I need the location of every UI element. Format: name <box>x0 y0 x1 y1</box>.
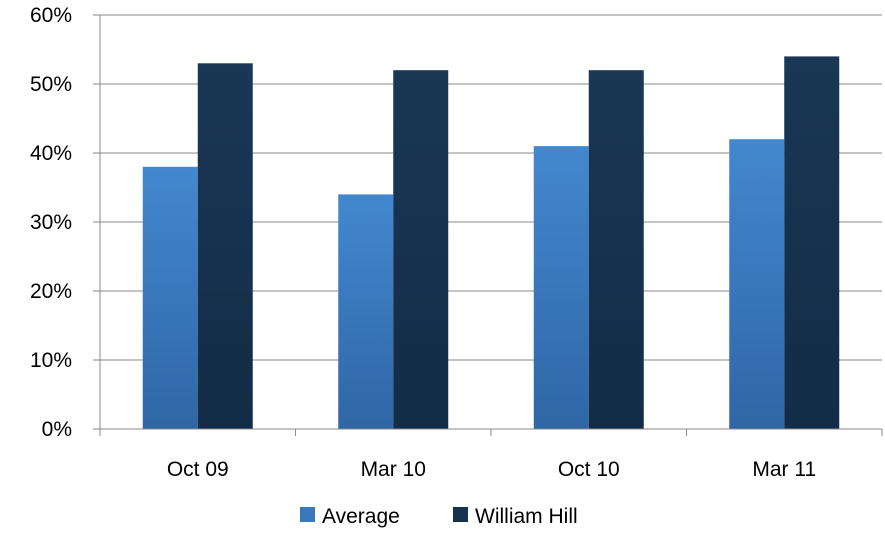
legend-label-william-hill: William Hill <box>475 505 578 528</box>
legend-swatch-william-hill <box>453 507 468 522</box>
legend-swatch-average <box>300 507 315 522</box>
x-tick-label: Mar 10 <box>361 458 426 481</box>
y-tick-label: 40% <box>30 142 72 165</box>
y-tick-label: 50% <box>30 73 72 96</box>
bar-average-oct-10 <box>533 146 589 429</box>
bar-average-mar-10 <box>338 194 394 429</box>
bar-william-hill-mar-11 <box>784 56 840 430</box>
bar-average-mar-11 <box>729 139 785 429</box>
legend-label-average: Average <box>322 505 400 528</box>
bar-william-hill-oct-09 <box>197 63 253 430</box>
bars <box>142 56 840 430</box>
y-tick-label: 30% <box>30 211 72 234</box>
legend: Average William Hill <box>300 505 578 528</box>
bar-william-hill-mar-10 <box>393 70 449 429</box>
x-tick-label: Mar 11 <box>752 458 816 481</box>
y-tick-label: 0% <box>42 418 72 441</box>
y-tick-label: 20% <box>30 280 72 303</box>
y-tick-label: 10% <box>30 349 72 372</box>
bar-average-oct-09 <box>142 166 198 430</box>
bar-william-hill-oct-10 <box>588 70 644 429</box>
x-tick-label: Oct 09 <box>167 458 229 481</box>
axes: 0% 10% 20% 30% 40% 50% 60% Oct 09 Mar 10 Oct 10 Ma… <box>30 4 883 481</box>
x-tick-label: Oct 10 <box>558 458 620 481</box>
y-tick-label: 60% <box>30 4 72 27</box>
